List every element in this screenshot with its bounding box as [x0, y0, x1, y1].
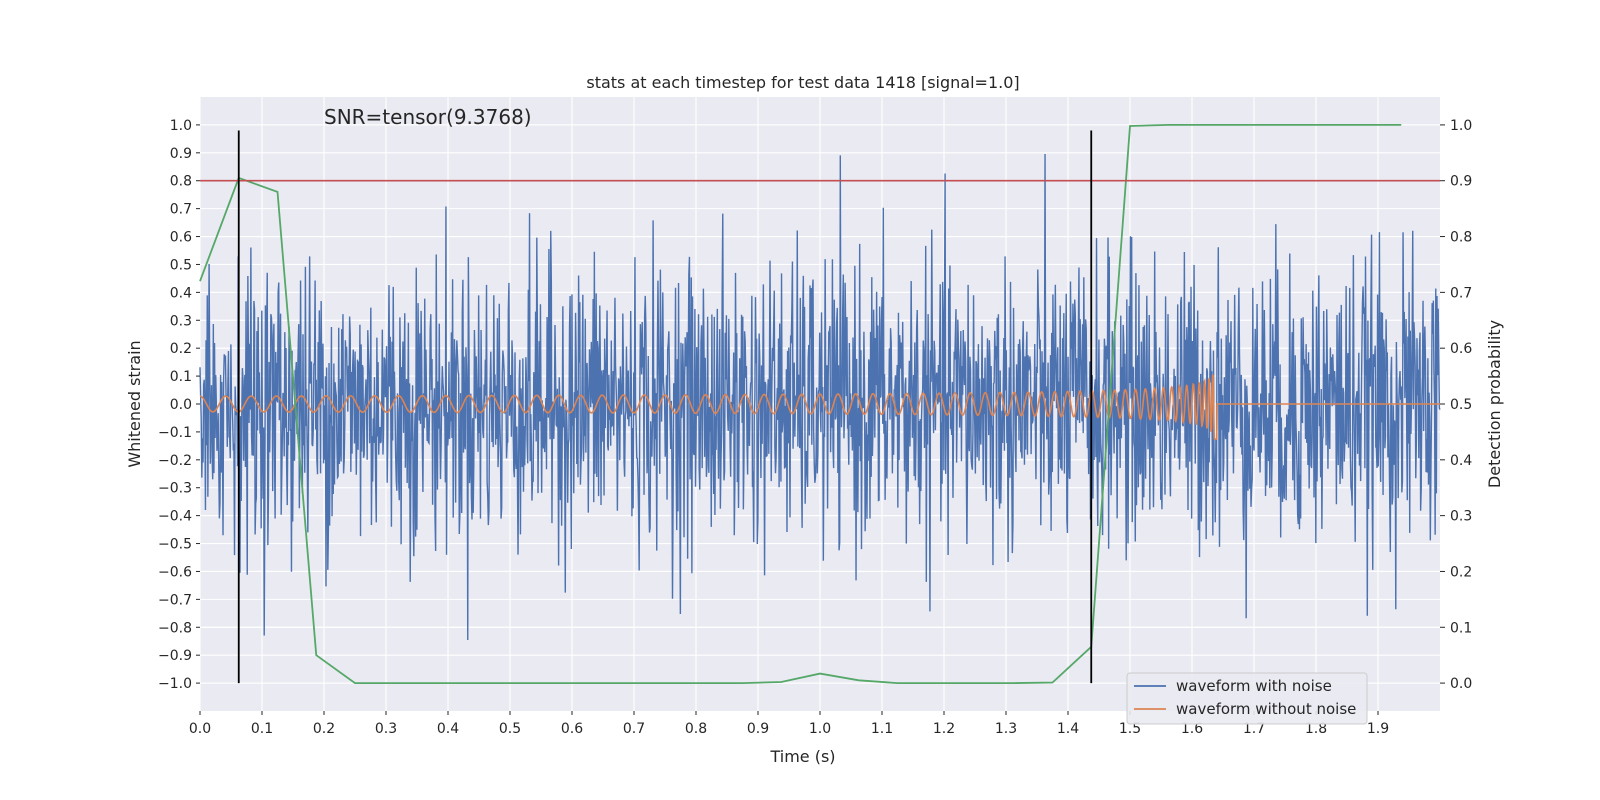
- legend-label-clean: waveform without noise: [1176, 700, 1356, 718]
- x-tick-label: 0.7: [623, 721, 645, 737]
- y-right-tick-label: 0.7: [1450, 285, 1472, 301]
- y-left-tick-label: 0.7: [170, 202, 192, 218]
- y-left-tick-label: −0.7: [158, 592, 192, 608]
- y-left-tick-label: −0.2: [158, 453, 192, 469]
- y-left-tick-label: −0.5: [158, 537, 192, 553]
- x-tick-label: 1.8: [1305, 721, 1327, 737]
- x-tick-label: 0.0: [189, 721, 211, 737]
- y-right-tick-label: 0.6: [1450, 341, 1472, 357]
- y-axis-right-ticks: 1.0 0.9 0.8 0.7 0.6 0.5 0.4 0.3 0.2 0.1 0.0: [1440, 118, 1472, 692]
- y-axis-left-ticks: 1.0 0.9 0.8 0.7 0.6 0.5 0.4 0.3 0.2 0.1 0.0 −0.1 −0.…: [158, 118, 200, 692]
- y-axis-right-label: Detection probability: [1485, 320, 1504, 488]
- x-tick-label: 1.7: [1243, 721, 1265, 737]
- y-left-tick-label: −0.3: [158, 481, 192, 497]
- y-right-tick-label: 0.4: [1450, 453, 1472, 469]
- y-left-tick-label: −0.4: [158, 509, 192, 525]
- y-left-tick-label: 0.8: [170, 174, 192, 190]
- y-right-tick-label: 0.2: [1450, 564, 1472, 580]
- x-tick-label: 1.1: [871, 721, 893, 737]
- y-left-tick-label: 0.6: [170, 230, 192, 246]
- x-tick-label: 0.8: [685, 721, 707, 737]
- y-left-tick-label: −0.9: [158, 648, 192, 664]
- y-right-tick-label: 0.3: [1450, 509, 1472, 525]
- x-tick-label: 0.6: [561, 721, 583, 737]
- x-tick-label: 0.2: [313, 721, 335, 737]
- y-left-tick-label: 0.1: [170, 369, 192, 385]
- y-right-tick-label: 0.1: [1450, 620, 1472, 636]
- x-tick-label: 0.5: [499, 721, 521, 737]
- y-left-tick-label: −0.1: [158, 425, 192, 441]
- x-tick-label: 1.4: [1057, 721, 1079, 737]
- chart-title: stats at each timestep for test data 141…: [586, 73, 1019, 92]
- detection-probability-line: [199, 124, 1402, 684]
- y-right-tick-label: 0.9: [1450, 174, 1472, 190]
- x-tick-label: 0.9: [747, 721, 769, 737]
- y-left-tick-label: 0.9: [170, 146, 192, 162]
- snr-annotation: SNR=tensor(9.3768): [324, 105, 532, 129]
- y-right-tick-label: 0.8: [1450, 230, 1472, 246]
- x-tick-label: 1.3: [995, 721, 1017, 737]
- x-tick-label: 1.9: [1367, 721, 1389, 737]
- x-axis-label: Time (s): [769, 747, 835, 766]
- x-tick-label: 1.0: [809, 721, 831, 737]
- y-left-tick-label: 0.3: [170, 313, 192, 329]
- y-left-tick-label: 0.2: [170, 341, 192, 357]
- y-left-tick-label: −1.0: [158, 676, 192, 692]
- y-left-tick-label: −0.8: [158, 620, 192, 636]
- y-left-tick-label: 1.0: [170, 118, 192, 134]
- legend: waveform with noise waveform without noi…: [1126, 672, 1368, 725]
- y-axis-left-label: Whitened strain: [125, 340, 144, 467]
- y-right-tick-label: 1.0: [1450, 118, 1472, 134]
- x-tick-label: 0.4: [437, 721, 459, 737]
- waveform-with-noise-line: [199, 153, 1441, 640]
- y-left-tick-label: 0.5: [170, 257, 192, 273]
- x-tick-label: 0.1: [251, 721, 273, 737]
- legend-label-noise: waveform with noise: [1176, 677, 1332, 695]
- y-left-tick-label: 0.0: [170, 397, 192, 413]
- y-right-tick-label: 0.0: [1450, 676, 1472, 692]
- x-axis-ticks: 0.0 0.1 0.2 0.3 0.4 0.5 0.6 0.7 0.8 0.9 1.0 1.1 1.2 1…: [189, 711, 1389, 737]
- waveform-with-noise-series: [199, 153, 1441, 640]
- y-left-tick-label: 0.4: [170, 285, 192, 301]
- x-tick-label: 0.3: [375, 721, 397, 737]
- legend-box: [1126, 672, 1368, 725]
- x-tick-label: 1.2: [933, 721, 955, 737]
- waveform-without-noise-line: [199, 374, 1440, 440]
- y-left-tick-label: −0.6: [158, 564, 192, 580]
- waveform-without-noise-series: [199, 374, 1440, 440]
- x-tick-label: 1.6: [1181, 721, 1203, 737]
- x-tick-label: 1.5: [1119, 721, 1141, 737]
- y-right-tick-label: 0.5: [1450, 397, 1472, 413]
- reference-lines: [200, 130, 1440, 684]
